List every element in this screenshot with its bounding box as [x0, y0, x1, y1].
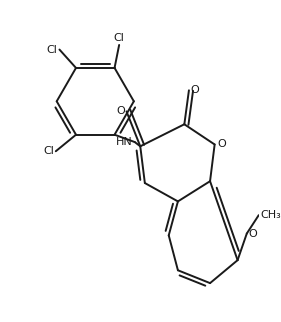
Text: O: O [191, 85, 200, 95]
Text: Cl: Cl [114, 33, 124, 43]
Text: Cl: Cl [43, 146, 54, 156]
Text: O: O [217, 139, 226, 149]
Text: Cl: Cl [47, 44, 58, 54]
Text: O: O [116, 106, 125, 117]
Text: CH₃: CH₃ [260, 210, 281, 220]
Text: HN: HN [116, 137, 133, 147]
Text: O: O [249, 229, 257, 239]
